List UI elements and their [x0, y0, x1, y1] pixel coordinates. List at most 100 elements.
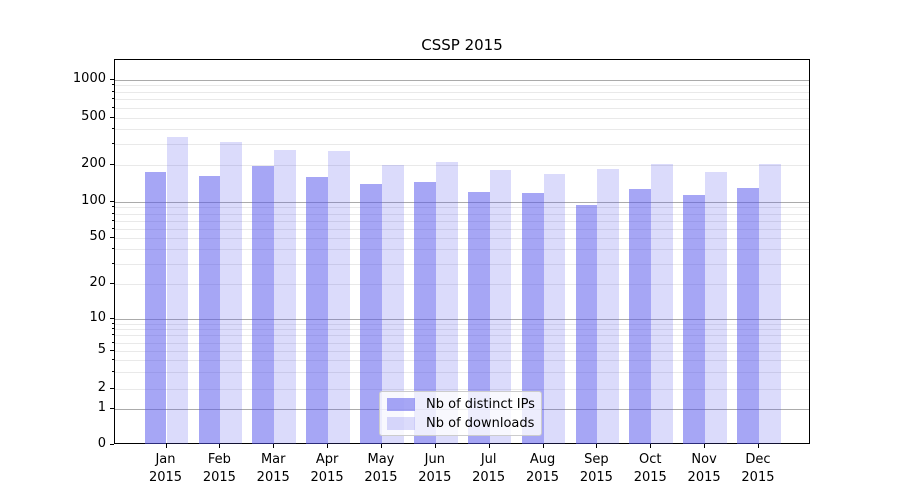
y-tick-mark: [110, 164, 114, 165]
x-tick-mark: [596, 444, 598, 448]
legend-swatch: [387, 397, 415, 411]
y-minor-tick-mark: [112, 359, 114, 361]
y-minor-tick-mark: [112, 227, 114, 229]
bar-downloads-mar: [274, 149, 297, 444]
gridline-major: [115, 319, 809, 320]
legend-swatch: [387, 416, 415, 430]
bar-downloads-jul: [489, 170, 512, 444]
y-tick-label: 1: [97, 400, 106, 415]
x-tick-year: 2015: [310, 470, 344, 485]
x-tick-month: Dec: [745, 452, 771, 467]
bar-distinct-ips-nov: [683, 195, 706, 444]
gridline-minor: [115, 117, 809, 119]
y-minor-tick-mark: [112, 142, 114, 144]
x-tick-month: Nov: [691, 452, 717, 467]
y-tick-label: 2: [97, 380, 106, 395]
bar-downloads-apr: [328, 151, 350, 444]
legend-row-1: Nb of downloads: [387, 416, 541, 431]
bar-downloads-nov: [705, 171, 727, 444]
x-tick-month: May: [367, 452, 395, 467]
gridline-minor: [115, 129, 809, 131]
x-tick-label-jan: Jan 2015: [134, 451, 198, 487]
y-tick-mark: [110, 408, 114, 409]
gridline-minor: [115, 99, 809, 101]
bar-distinct-ips-jul: [467, 191, 490, 444]
gridline-minor: [115, 360, 809, 362]
x-tick-year: 2015: [472, 470, 506, 485]
bar-distinct-ips-may: [360, 184, 382, 444]
x-tick-mark: [219, 444, 221, 448]
x-tick-month: Apr: [315, 452, 339, 467]
bar-distinct-ips-mar: [252, 166, 275, 444]
x-tick-mark: [650, 444, 652, 448]
x-tick-year: 2015: [687, 470, 721, 485]
gridline-minor: [115, 213, 809, 215]
gridline-minor: [115, 351, 809, 352]
gridline-minor: [115, 91, 809, 93]
x-tick-year: 2015: [256, 470, 290, 485]
gridline-minor: [115, 238, 809, 239]
y-tick-mark: [110, 283, 114, 284]
legend-label: Nb of distinct IPs: [426, 396, 535, 412]
y-minor-tick-mark: [112, 248, 114, 250]
gridline-minor: [115, 165, 809, 166]
y-tick-mark: [110, 350, 114, 351]
x-tick-year: 2015: [202, 470, 236, 485]
x-tick-label-oct: Oct 2015: [618, 451, 682, 487]
y-minor-tick-mark: [112, 334, 114, 336]
gridline-minor: [115, 323, 809, 325]
gridline-minor: [115, 329, 809, 331]
x-tick-month: Jun: [424, 452, 445, 467]
y-minor-tick-mark: [112, 98, 114, 100]
chart-title: CSSP 2015: [421, 36, 503, 54]
y-tick-mark: [110, 388, 114, 389]
x-tick-label-nov: Nov 2015: [672, 451, 736, 487]
bar-distinct-ips-sep: [575, 205, 598, 444]
gridline-minor: [115, 228, 809, 230]
bar-distinct-ips-dec: [737, 187, 759, 444]
x-tick-label-dec: Dec 2015: [726, 451, 790, 487]
y-minor-tick-mark: [112, 322, 114, 324]
y-minor-tick-mark: [112, 106, 114, 108]
x-tick-mark: [380, 444, 382, 448]
bar-downloads-dec: [758, 163, 781, 444]
y-minor-tick-mark: [112, 84, 114, 86]
x-tick-year: 2015: [418, 470, 452, 485]
x-tick-year: 2015: [148, 470, 183, 485]
x-tick-label-feb: Feb 2015: [187, 451, 251, 487]
gridline-minor: [115, 263, 809, 265]
x-tick-year: 2015: [525, 470, 560, 485]
x-tick-mark: [327, 444, 329, 448]
x-tick-month: Mar: [260, 452, 286, 467]
y-tick-label: 50: [89, 229, 106, 244]
gridline-minor: [115, 335, 809, 337]
y-minor-tick-mark: [112, 212, 114, 214]
y-tick-mark: [110, 116, 114, 118]
y-tick-label: 100: [81, 193, 106, 208]
x-tick-month: Jan: [155, 452, 176, 467]
y-minor-tick-mark: [112, 341, 114, 343]
bar-downloads-may: [381, 165, 404, 444]
y-tick-label: 5: [97, 342, 106, 357]
y-minor-tick-mark: [112, 371, 114, 373]
gridline-minor: [115, 284, 809, 285]
y-tick-mark: [110, 237, 114, 238]
y-tick-mark: [110, 318, 114, 319]
y-tick-label: 1000: [72, 70, 106, 86]
x-tick-label-apr: Apr 2015: [295, 451, 359, 487]
gridline-minor: [115, 220, 809, 222]
x-tick-mark: [757, 444, 759, 448]
gridline-minor: [115, 143, 809, 145]
gridline-major: [115, 79, 809, 81]
x-tick-label-may: May 2015: [349, 451, 413, 487]
gridline-major: [115, 202, 809, 203]
y-minor-tick-mark: [112, 128, 114, 130]
x-tick-month: Sep: [584, 452, 609, 467]
x-tick-label-aug: Aug 2015: [511, 451, 575, 487]
gridline-minor: [115, 342, 809, 344]
x-tick-year: 2015: [364, 470, 398, 485]
bar-downloads-jun: [435, 161, 458, 444]
x-tick-mark: [273, 444, 275, 448]
legend: Nb of distinct IPs Nb of downloads: [379, 391, 542, 436]
